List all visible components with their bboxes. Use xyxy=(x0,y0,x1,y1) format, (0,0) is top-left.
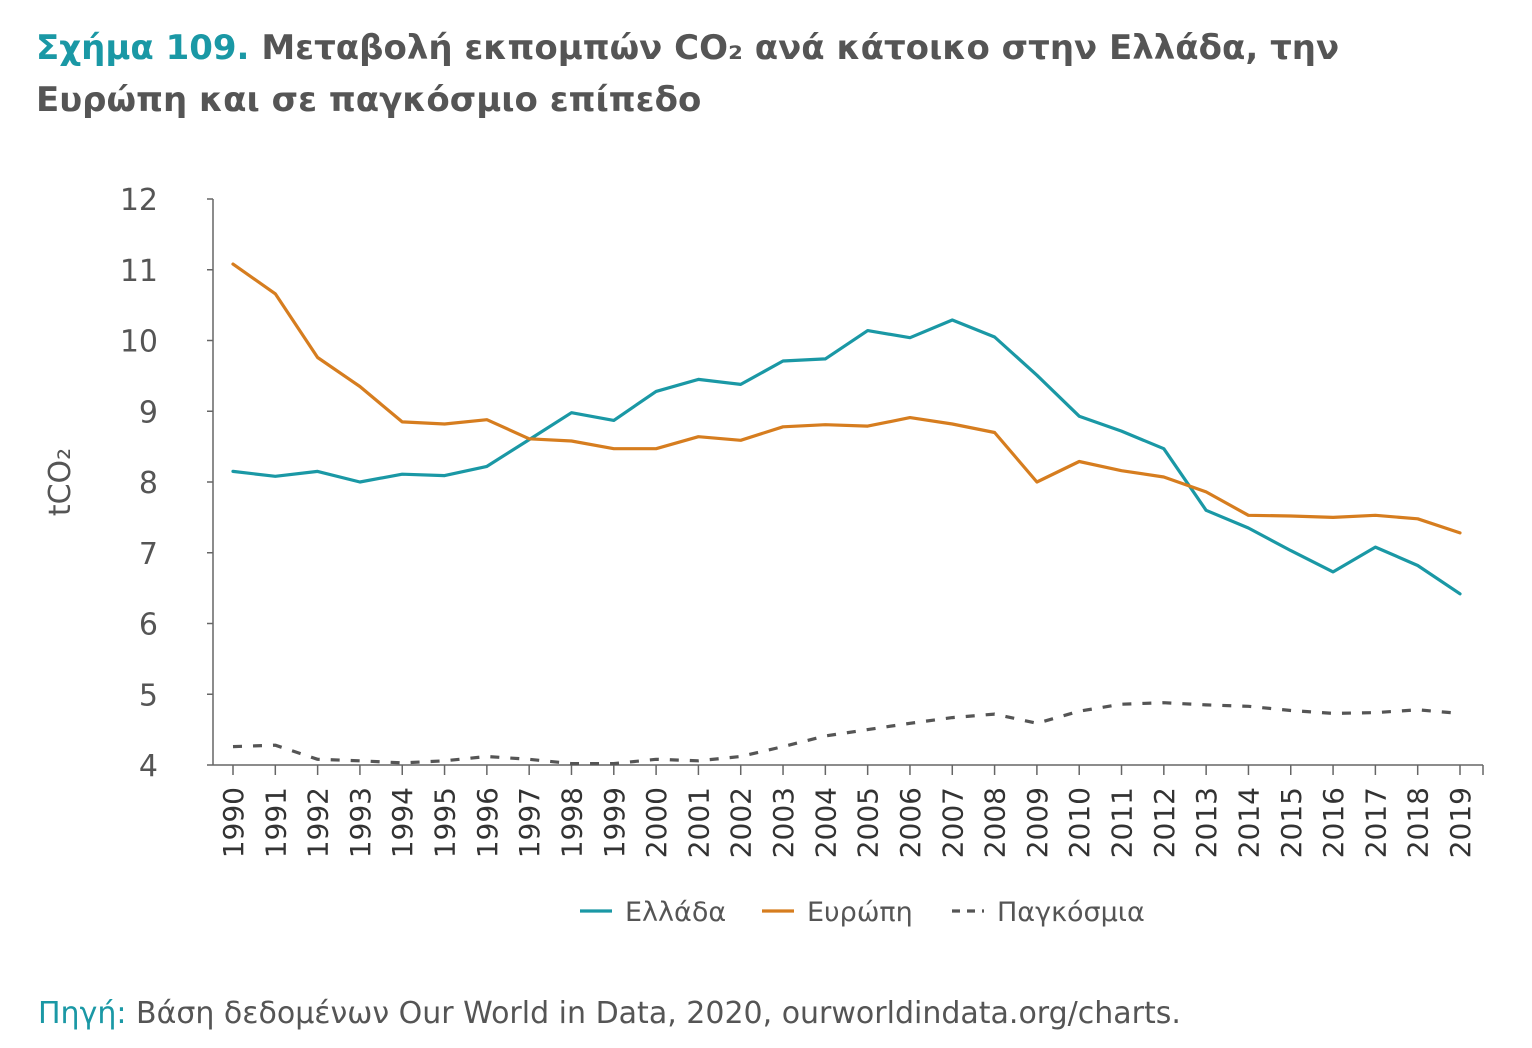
legend-label-greece: Ελλάδα xyxy=(625,897,726,928)
series-line-greece xyxy=(231,318,1462,596)
x-tick-label-1991: 1991 xyxy=(259,787,292,858)
x-tick-label-2013: 2013 xyxy=(1190,787,1223,858)
x-tick-label-1992: 1992 xyxy=(302,787,335,858)
y-tick-label-9: 9 xyxy=(139,395,158,430)
y-tick-label-6: 6 xyxy=(139,608,158,643)
figure-title-text: Μεταβολή εκπομπών CO₂ ανά κάτοικο στην Ε… xyxy=(36,28,1340,120)
x-tick-label-2017: 2017 xyxy=(1359,787,1392,858)
y-tick-label-11: 11 xyxy=(120,254,158,289)
source-text: Βάση δεδομένων Our World in Data, 2020, … xyxy=(136,996,1181,1031)
source-label: Πηγή: xyxy=(38,996,127,1031)
x-tick-label-1999: 1999 xyxy=(598,787,631,858)
x-tick-label-2000: 2000 xyxy=(640,787,673,858)
x-tick-label-1990: 1990 xyxy=(217,787,250,858)
chart-title: Σχήμα 109. Μεταβολή εκπομπών CO₂ ανά κάτ… xyxy=(36,22,1496,126)
y-tick-label-12: 12 xyxy=(120,183,158,218)
x-tick-label-1996: 1996 xyxy=(471,787,504,858)
x-tick-label-2011: 2011 xyxy=(1106,787,1139,858)
y-tick-label-7: 7 xyxy=(139,537,158,572)
x-tick-label-2015: 2015 xyxy=(1275,787,1308,858)
x-tick-label-2008: 2008 xyxy=(979,787,1012,858)
x-tick-label-2005: 2005 xyxy=(852,787,885,858)
y-tick-label-8: 8 xyxy=(139,466,158,501)
y-tick-label-10: 10 xyxy=(120,325,158,360)
x-tick-label-2010: 2010 xyxy=(1063,787,1096,858)
x-tick-label-2004: 2004 xyxy=(809,787,842,858)
series-line-europe xyxy=(231,262,1462,535)
source-note: Πηγή: Βάση δεδομένων Our World in Data, … xyxy=(38,996,1181,1031)
x-tick-label-2002: 2002 xyxy=(725,787,758,858)
x-tick-label-1993: 1993 xyxy=(344,787,377,858)
x-tick-label-2007: 2007 xyxy=(936,787,969,858)
x-tick-label-1997: 1997 xyxy=(513,787,546,858)
series-line-world xyxy=(232,701,1461,766)
x-tick-label-2016: 2016 xyxy=(1317,787,1350,858)
x-tick-label-1998: 1998 xyxy=(555,787,588,858)
x-tick-label-2014: 2014 xyxy=(1232,787,1265,858)
x-tick-label-2003: 2003 xyxy=(767,787,800,858)
x-tick-label-2019: 2019 xyxy=(1444,787,1477,858)
x-tick-label-2006: 2006 xyxy=(894,787,927,858)
x-tick-label-2012: 2012 xyxy=(1148,787,1181,858)
x-tick-label-2009: 2009 xyxy=(1021,787,1054,858)
x-tick-label-1994: 1994 xyxy=(386,787,419,858)
y-tick-label-4: 4 xyxy=(139,749,158,784)
y-axis-label: tCO₂ xyxy=(43,448,78,516)
figure-number: Σχήμα 109. xyxy=(36,28,250,68)
legend-label-europe: Ευρώπη xyxy=(807,897,913,928)
legend-label-world: Παγκόσμια xyxy=(997,897,1145,928)
x-tick-label-2018: 2018 xyxy=(1402,787,1435,858)
x-tick-label-2001: 2001 xyxy=(682,787,715,858)
x-tick-label-1995: 1995 xyxy=(429,787,462,858)
y-tick-label-5: 5 xyxy=(139,678,158,713)
